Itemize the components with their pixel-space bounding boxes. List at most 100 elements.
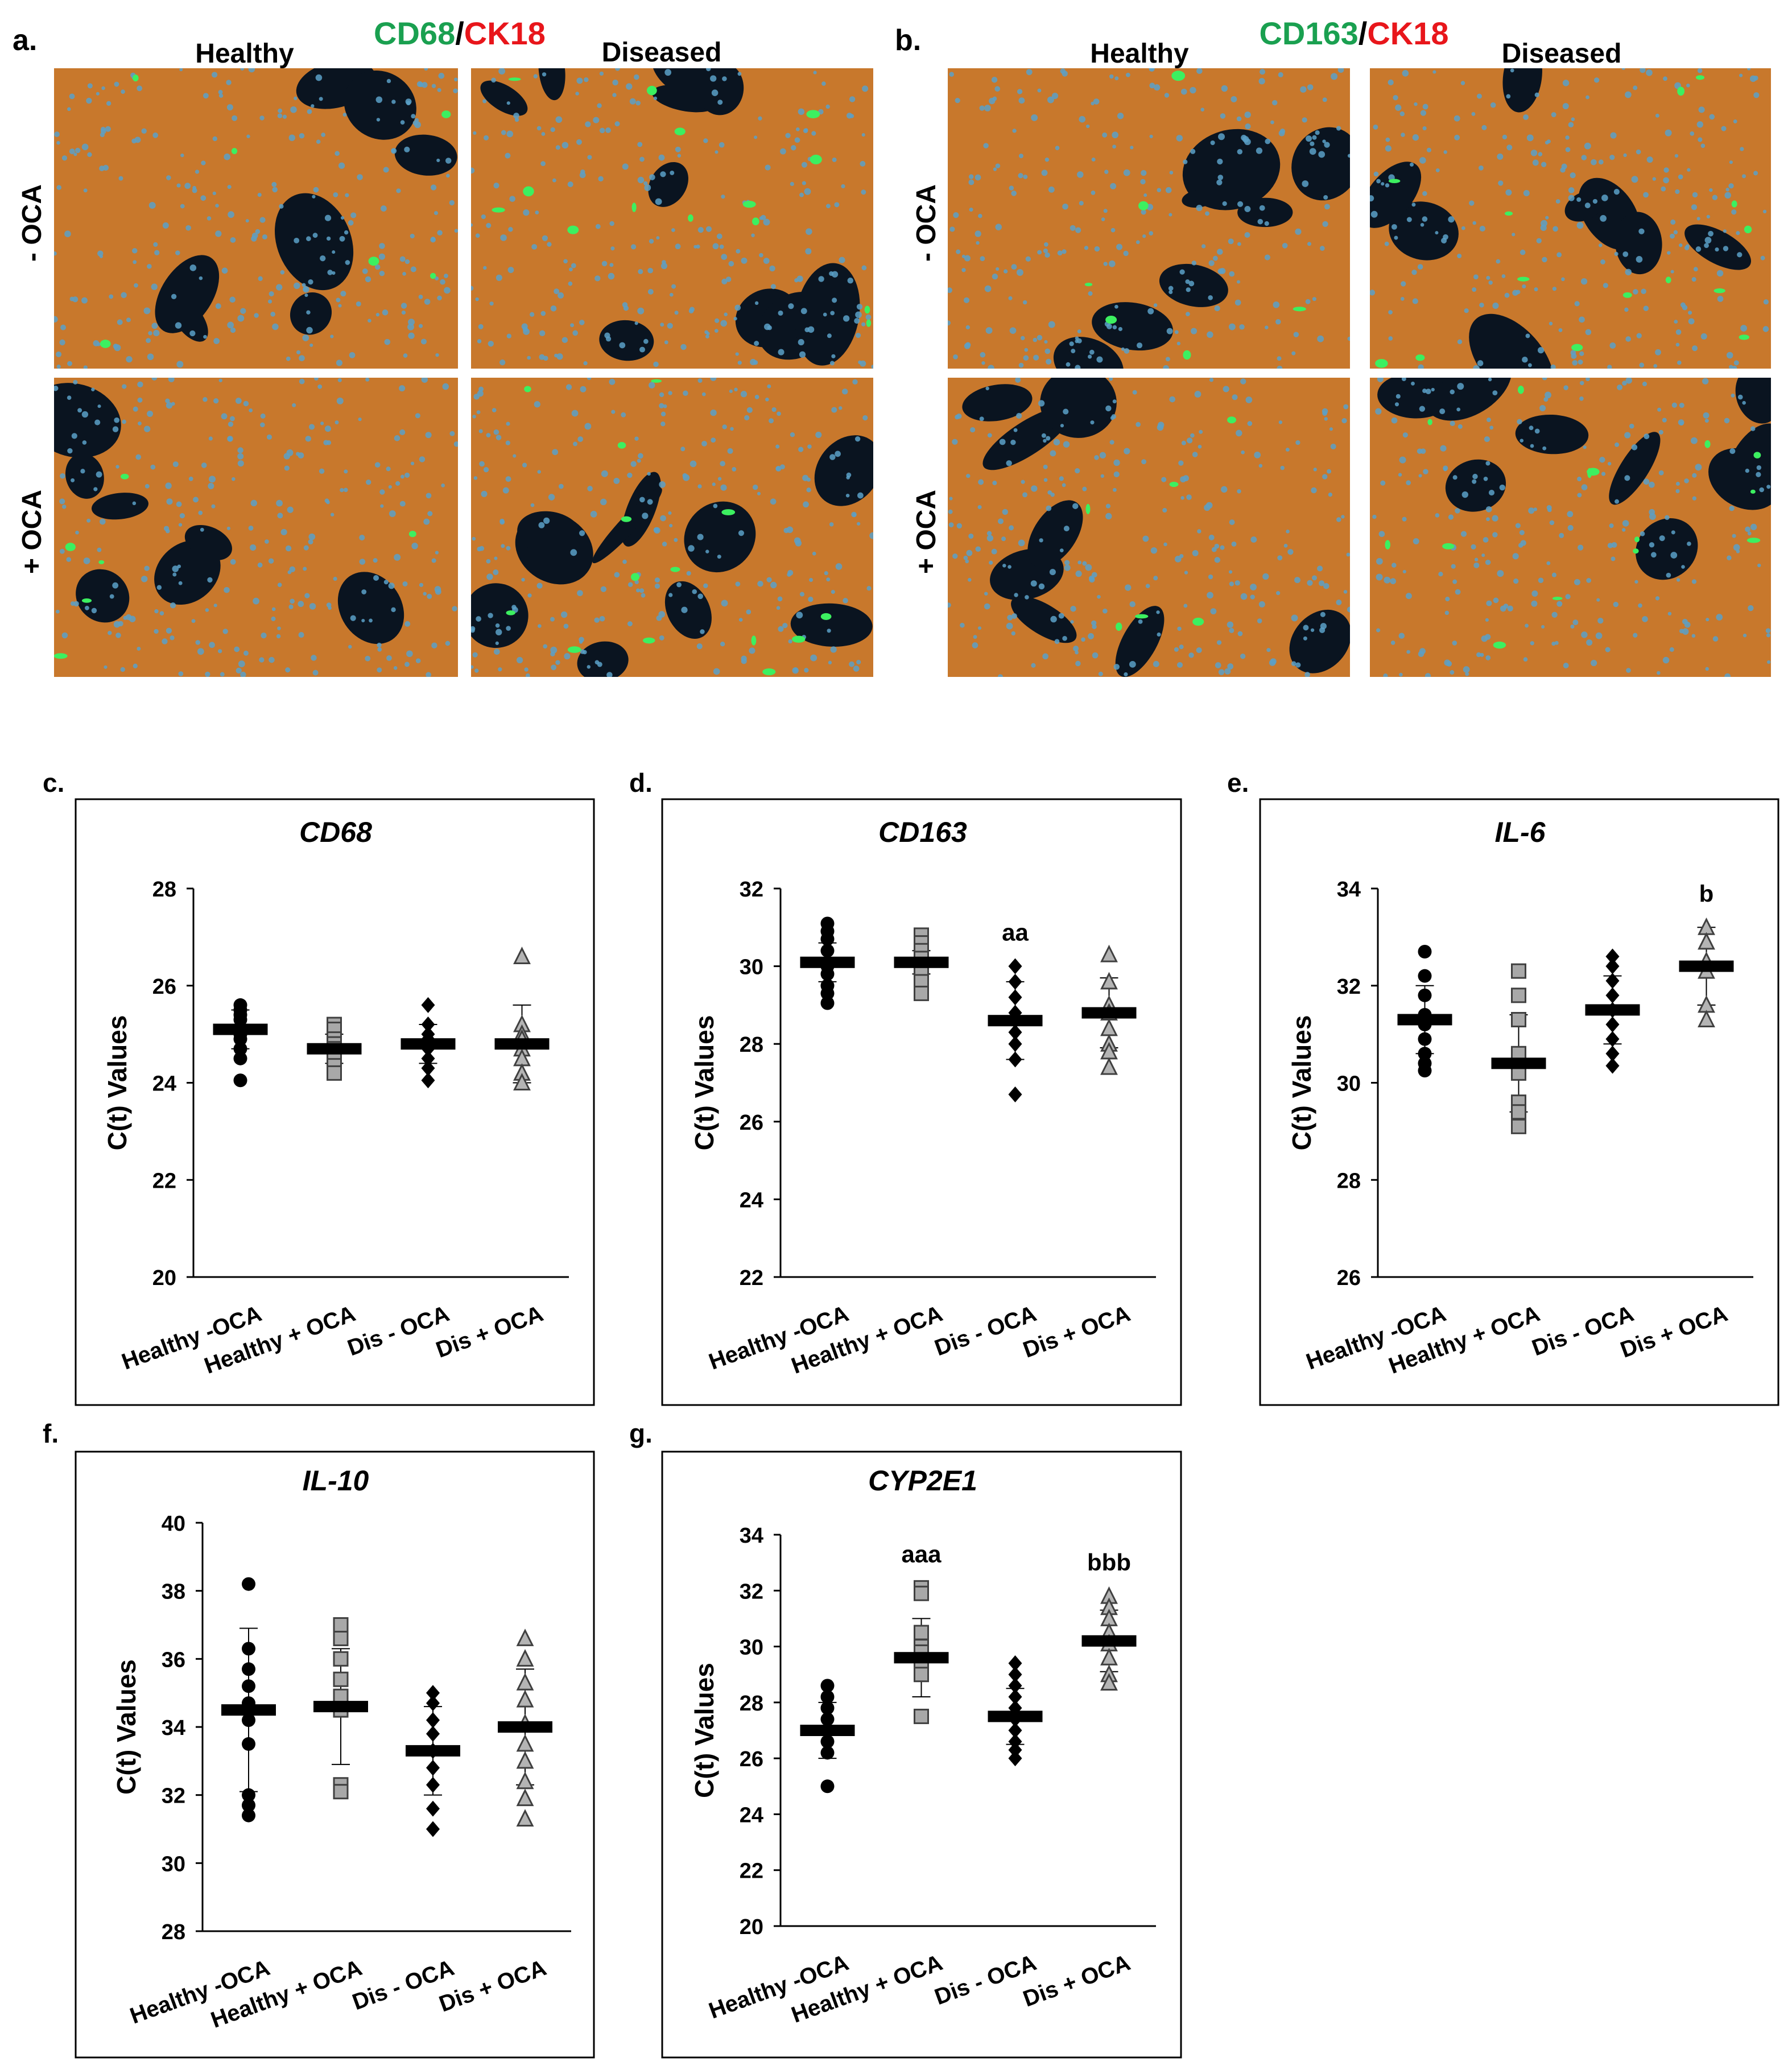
nucleus <box>778 626 784 632</box>
nucleus <box>1691 579 1697 584</box>
nucleus <box>288 604 294 609</box>
nucleus <box>1250 594 1255 600</box>
nucleus <box>226 80 232 85</box>
nucleus <box>1626 668 1631 673</box>
macrophage-signal <box>762 668 776 676</box>
nucleus <box>151 323 158 329</box>
nucleus <box>1611 556 1616 561</box>
nucleus <box>1501 274 1506 278</box>
nucleus <box>835 451 841 457</box>
nucleus <box>472 652 478 658</box>
nucleus <box>380 205 387 212</box>
nucleus <box>69 296 75 301</box>
nucleus <box>799 351 806 358</box>
nucleus <box>200 527 204 532</box>
nucleus <box>306 327 313 334</box>
nucleus <box>1709 188 1713 192</box>
nucleus <box>539 330 546 337</box>
sinusoid-void <box>1445 459 1506 512</box>
data-point <box>233 1073 247 1088</box>
nucleus <box>1530 150 1538 156</box>
nucleus <box>400 303 407 309</box>
nucleus <box>535 210 539 215</box>
nucleus <box>993 167 997 171</box>
macrophage-signal <box>1293 307 1306 312</box>
nucleus <box>184 183 191 189</box>
nucleus <box>1207 592 1213 599</box>
nucleus <box>1667 611 1672 616</box>
nucleus <box>1309 148 1316 155</box>
nucleus <box>496 435 502 440</box>
nucleus <box>737 72 742 76</box>
nucleus <box>614 572 620 578</box>
nucleus <box>106 101 112 106</box>
nucleus <box>1578 544 1584 551</box>
data-point <box>1605 973 1620 989</box>
y-tick-label: 28 <box>740 1033 763 1057</box>
nucleus <box>1600 259 1605 265</box>
nucleus <box>587 665 591 669</box>
nucleus <box>290 106 297 113</box>
nucleus <box>1473 562 1480 568</box>
nucleus <box>435 551 439 555</box>
nucleus <box>855 311 862 319</box>
nucleus <box>401 310 406 315</box>
nucleus <box>1412 134 1419 141</box>
nucleus <box>499 359 506 366</box>
nucleus <box>230 327 236 333</box>
nucleus <box>1258 464 1263 468</box>
nucleus <box>386 466 391 472</box>
nucleus <box>1024 348 1029 352</box>
nucleus <box>402 271 406 276</box>
nucleus <box>1671 530 1675 535</box>
nucleus <box>221 413 228 420</box>
nucleus <box>577 436 584 442</box>
nucleus <box>1706 214 1711 219</box>
nucleus <box>478 429 483 433</box>
nucleus <box>1568 122 1574 128</box>
nucleus <box>404 662 410 667</box>
nucleus <box>379 270 385 276</box>
nucleus <box>237 453 244 460</box>
nucleus <box>585 121 591 127</box>
nucleus <box>1400 296 1405 301</box>
nucleus <box>1070 606 1076 612</box>
nucleus <box>866 586 872 591</box>
micrograph-image <box>948 68 1350 369</box>
nucleus <box>1551 572 1557 577</box>
nucleus <box>1114 76 1119 81</box>
nucleus <box>1323 195 1328 200</box>
nucleus <box>697 484 702 489</box>
nucleus <box>77 408 82 413</box>
nucleus <box>1154 84 1161 91</box>
nucleus <box>1411 270 1417 275</box>
nucleus <box>303 567 307 571</box>
nucleus <box>1643 192 1649 198</box>
nucleus <box>852 379 858 385</box>
nucleus <box>1380 480 1386 486</box>
nucleus <box>1492 532 1498 538</box>
sinusoid-void <box>91 493 148 520</box>
nucleus <box>147 410 154 417</box>
data-point <box>1008 1722 1022 1738</box>
nucleus <box>1327 469 1332 474</box>
nucleus <box>1629 423 1634 429</box>
nucleus <box>1015 378 1021 383</box>
nucleus <box>787 572 791 577</box>
nucleus <box>1658 470 1664 476</box>
nucleus <box>415 658 421 663</box>
nucleus <box>540 161 546 167</box>
nucleus <box>118 176 123 181</box>
nucleus <box>1010 439 1016 445</box>
nucleus <box>208 436 213 441</box>
nucleus <box>1012 129 1017 133</box>
nucleus <box>197 648 204 655</box>
nucleus <box>744 415 750 420</box>
nucleus <box>1322 474 1328 480</box>
nucleus <box>449 200 455 206</box>
nucleus <box>215 204 219 208</box>
nucleus <box>1534 92 1539 97</box>
nucleus <box>639 588 645 593</box>
nucleus <box>1260 69 1266 75</box>
nucleus <box>333 576 337 581</box>
